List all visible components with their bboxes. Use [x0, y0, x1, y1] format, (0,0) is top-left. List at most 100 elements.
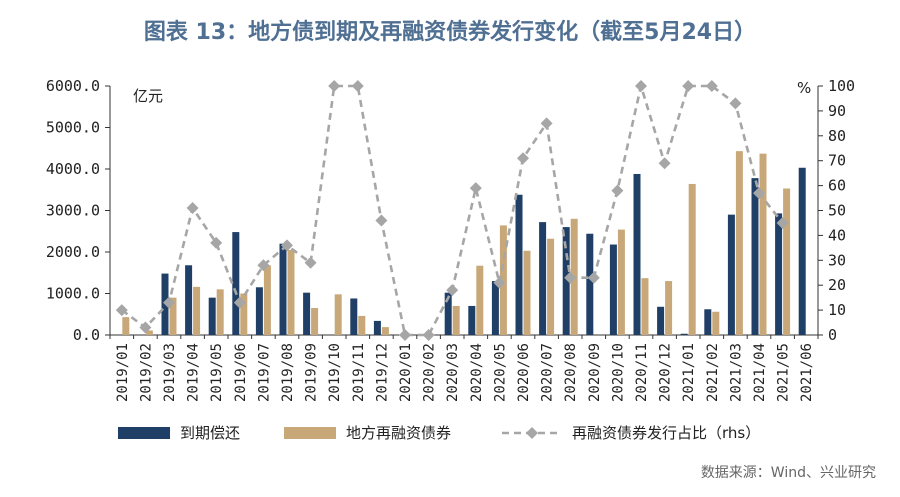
legend-ratio-marker: [526, 427, 538, 439]
bar-maturity: [468, 305, 476, 335]
x-tick-label: 2021/02: [705, 343, 721, 402]
x-tick-label: 2020/05: [492, 343, 508, 402]
bar-maturity: [680, 333, 688, 335]
bar-maturity: [798, 167, 806, 335]
ratio-point: [257, 259, 270, 272]
ratio-point: [422, 329, 435, 341]
right-tick-label: 0: [828, 326, 837, 344]
legend-refinancing-swatch: [284, 427, 336, 439]
bar-maturity: [444, 292, 452, 335]
bar-refinancing: [358, 315, 366, 335]
bar-refinancing: [169, 297, 177, 335]
x-tick-label: 2019/01: [115, 343, 131, 402]
ratio-point: [115, 304, 128, 317]
x-tick-label: 2020/01: [398, 343, 414, 402]
bar-maturity: [609, 244, 617, 335]
ratio-point: [351, 80, 364, 92]
left-tick-label: 2000.0: [46, 243, 100, 261]
right-tick-label: 80: [828, 127, 846, 145]
bar-refinancing: [381, 327, 389, 335]
ratio-point: [446, 284, 459, 297]
bar-maturity: [373, 320, 381, 335]
bar-refinancing: [287, 249, 295, 335]
x-tick-label: 2020/07: [540, 343, 556, 402]
x-tick-label: 2020/03: [445, 343, 461, 402]
bar-maturity: [633, 173, 641, 335]
bar-maturity: [491, 281, 499, 335]
right-tick-label: 50: [828, 202, 846, 220]
ratio-point: [587, 271, 600, 284]
left-tick-label: 4000.0: [46, 160, 100, 178]
ratio-point: [705, 80, 718, 92]
chart-title: 图表 13：地方债到期及再融资债券发行变化（截至5月24日）: [143, 20, 757, 45]
right-tick-label: 90: [828, 102, 846, 120]
x-tick-label: 2019/10: [327, 343, 343, 402]
bar-refinancing: [263, 265, 271, 335]
ratio-point: [517, 152, 529, 165]
right-tick-label: 70: [828, 152, 846, 170]
bar-refinancing: [145, 330, 153, 335]
ratio-point: [776, 216, 789, 229]
bar-refinancing: [193, 286, 201, 335]
x-tick-label: 2020/08: [563, 343, 579, 402]
bar-refinancing: [452, 305, 460, 335]
right-axis-unit: %: [797, 79, 811, 97]
bar-maturity: [255, 287, 263, 335]
bar-refinancing: [122, 317, 130, 335]
bar-refinancing: [523, 250, 531, 335]
right-tick-label: 10: [828, 301, 846, 319]
ratio-point: [328, 80, 341, 92]
ratio-point: [210, 236, 223, 249]
ratio-point: [564, 271, 577, 284]
ratio-point: [399, 329, 411, 341]
x-tick-label: 2021/04: [752, 343, 768, 402]
bar-refinancing: [641, 278, 649, 335]
bar-maturity: [539, 222, 547, 335]
ratio-point: [611, 184, 624, 197]
bar-refinancing: [240, 293, 248, 335]
bar-refinancing: [311, 308, 319, 335]
x-tick-label: 2020/12: [658, 343, 674, 402]
ratio-point: [186, 202, 199, 215]
bar-maturity: [185, 265, 193, 335]
left-tick-label: 3000.0: [46, 202, 100, 220]
bar-refinancing: [617, 229, 625, 335]
bar-maturity: [350, 298, 358, 335]
left-tick-label: 5000.0: [46, 119, 100, 137]
bar-maturity: [727, 214, 735, 335]
bar-maturity: [704, 309, 712, 335]
left-tick-label: 0.0: [73, 326, 100, 344]
ratio-point: [682, 80, 695, 92]
source-note: 数据来源：Wind、兴业研究: [700, 465, 876, 481]
legend-refinancing-label: 地方再融资债券: [346, 424, 451, 442]
right-tick-label: 30: [828, 251, 846, 269]
ratio-point: [375, 214, 388, 227]
left-tick-label: 1000.0: [46, 285, 100, 303]
bar-maturity: [279, 243, 287, 335]
x-tick-label: 2019/05: [209, 343, 225, 402]
x-tick-label: 2021/01: [681, 343, 697, 402]
x-tick-label: 2019/11: [351, 343, 367, 402]
legend-ratio-label: 再融资债券发行占比（rhs）: [572, 424, 760, 442]
ratio-point: [304, 256, 317, 269]
x-tick-label: 2021/03: [728, 343, 744, 402]
right-tick-label: 60: [828, 177, 846, 195]
bar-maturity: [303, 292, 311, 335]
ratio-point: [281, 239, 293, 252]
x-tick-label: 2020/11: [634, 343, 650, 402]
bar-refinancing: [688, 183, 696, 335]
legend-maturity-swatch: [118, 427, 170, 439]
right-tick-label: 20: [828, 276, 846, 294]
ratio-point: [233, 296, 246, 309]
x-tick-label: 2020/02: [422, 343, 438, 402]
right-tick-label: 100: [828, 77, 855, 95]
bar-refinancing: [665, 281, 673, 335]
ratio-point: [493, 276, 506, 289]
bar-refinancing: [216, 289, 224, 335]
ratio-point: [753, 187, 765, 200]
x-tick-label: 2019/08: [280, 343, 296, 402]
bar-refinancing: [783, 188, 791, 335]
bar-maturity: [232, 232, 240, 335]
